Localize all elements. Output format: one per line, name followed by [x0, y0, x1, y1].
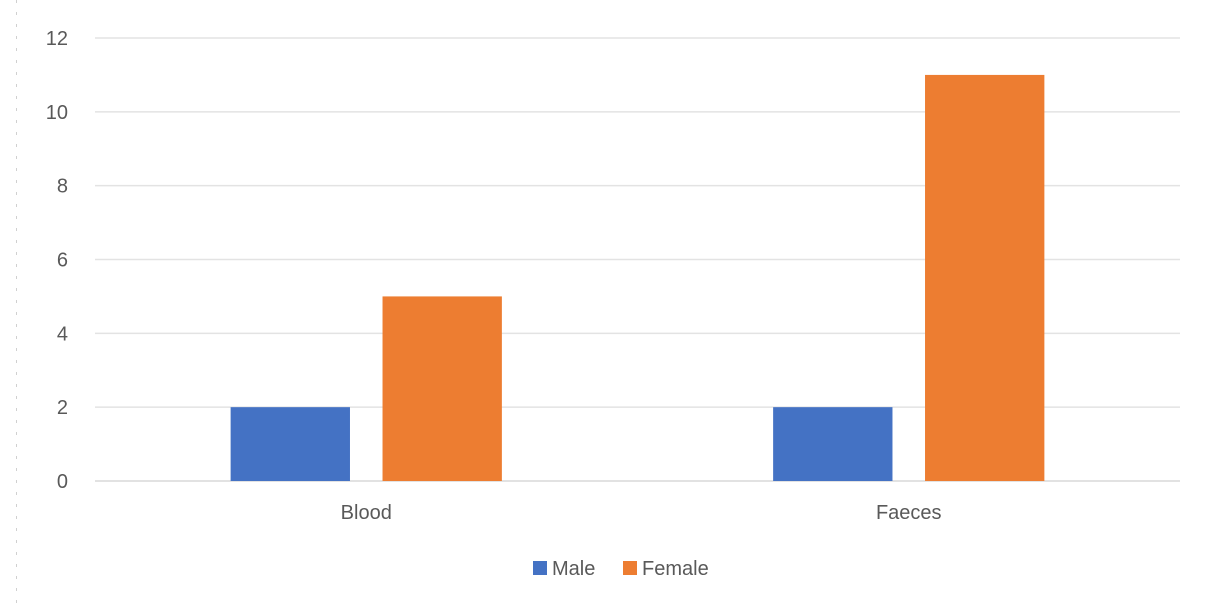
legend: Male Female — [533, 558, 709, 580]
y-tick-label-6: 6 — [57, 250, 68, 272]
x-tick-label-faeces: Faeces — [876, 502, 942, 524]
x-tick-label-blood: Blood — [341, 502, 392, 524]
bar-female-faeces — [925, 74, 1045, 482]
y-tick-label-0: 0 — [57, 471, 68, 493]
y-axis-tick-labels: 0 2 4 6 8 10 12 — [46, 28, 68, 493]
bars — [230, 74, 1045, 482]
legend-label-female: Female — [642, 558, 709, 580]
bar-female-blood — [382, 296, 502, 481]
y-tick-label-4: 4 — [57, 323, 68, 345]
y-tick-label-8: 8 — [57, 176, 68, 198]
bar-male-blood — [230, 407, 350, 481]
y-tick-label-12: 12 — [46, 28, 68, 50]
legend-swatch-male — [533, 561, 547, 575]
left-edge-divider — [16, 0, 17, 605]
legend-label-male: Male — [552, 558, 595, 580]
legend-swatch-female — [623, 561, 637, 575]
x-axis-tick-labels: Blood Faeces — [341, 502, 942, 524]
y-tick-label-2: 2 — [57, 397, 68, 419]
y-tick-label-10: 10 — [46, 102, 68, 124]
bar-male-faeces — [773, 407, 893, 481]
